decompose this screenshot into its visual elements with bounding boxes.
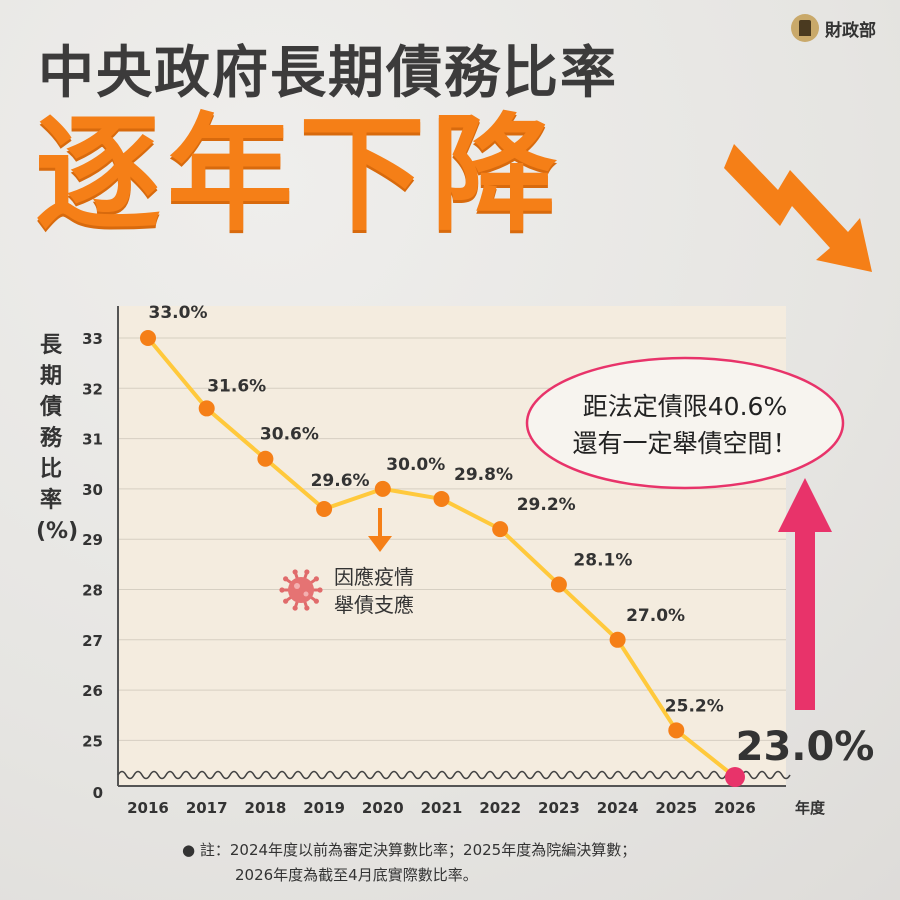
ministry-logo: 財政部: [791, 14, 876, 42]
virus-spot: [303, 591, 309, 597]
x-tick-label: 2026: [714, 799, 756, 817]
data-label: 29.2%: [517, 495, 576, 515]
data-point: [374, 480, 391, 497]
x-tick-label: 2020: [362, 799, 404, 817]
virus-spike-tip: [313, 576, 319, 582]
virus-spike-tip: [283, 576, 289, 582]
y-tick-label: 31: [82, 431, 103, 449]
virus-spike-tip: [292, 605, 298, 611]
x-tick-label: 2024: [597, 799, 639, 817]
x-tick-label: 2023: [538, 799, 580, 817]
virus-spike-tip: [313, 598, 319, 604]
data-label: 30.6%: [260, 425, 319, 445]
x-tick-label: 2025: [655, 799, 697, 817]
highlight-value: 23.0%: [736, 724, 875, 770]
virus-spike-tip: [279, 587, 285, 593]
virus-icon: [279, 569, 323, 611]
data-label: 29.8%: [454, 465, 513, 485]
data-label: 28.1%: [573, 550, 632, 570]
callout-line-2: 還有一定舉債空間！: [572, 429, 797, 458]
data-point: [725, 767, 745, 787]
data-point: [433, 490, 450, 507]
footnote-line-2: 2026年度為截至4月底實際數比率。: [235, 866, 478, 884]
virus-spike-tip: [304, 605, 310, 611]
y-tick-label: 30: [82, 481, 103, 499]
data-point: [140, 330, 156, 346]
callout-line-1: 距法定債限40.6%: [583, 392, 787, 421]
downtrend-arrow-icon: [724, 144, 872, 272]
data-label: 27.0%: [626, 606, 685, 626]
y-tick-label: 25: [82, 732, 103, 750]
x-tick-label: 2017: [186, 799, 228, 817]
data-point: [668, 722, 685, 739]
y-tick-label: 32: [82, 380, 103, 398]
data-point: [550, 576, 567, 593]
virus-spike-tip: [304, 569, 310, 575]
data-point: [257, 450, 274, 467]
footnote: ● 註：2024年度以前為審定決算數比率；2025年度為院編決算數； 2026年…: [182, 838, 636, 888]
annotation-text-line-1: 因應疫情: [334, 565, 414, 589]
headline: 逐年下降: [35, 101, 563, 248]
data-point: [198, 400, 215, 417]
y-axis-label: 長期債務比率(%): [36, 333, 79, 544]
data-label: 25.2%: [665, 696, 724, 716]
virus-body: [288, 577, 314, 603]
data-label: 31.6%: [207, 376, 266, 396]
x-tick-label: 2019: [303, 799, 345, 817]
data-label: 33.0%: [149, 303, 208, 323]
annotation-text-line-2: 舉債支應: [334, 593, 414, 617]
x-tick-label: 2016: [127, 799, 169, 817]
y-tick-label: 26: [82, 682, 103, 700]
ministry-seal-icon: [791, 14, 819, 42]
virus-spike-tip: [283, 598, 289, 604]
footnote-line-1: ● 註：2024年度以前為審定決算數比率；2025年度為院編決算數；: [182, 841, 637, 859]
data-label: 30.0%: [386, 455, 445, 475]
axis-break-wave: [117, 770, 791, 780]
data-point: [609, 631, 626, 648]
annotation-arrow-head: [368, 536, 392, 552]
x-tick-label: 2022: [479, 799, 521, 817]
x-axis-label: 年度: [795, 799, 826, 817]
y-tick-label: 28: [82, 582, 103, 600]
callout-ellipse: [525, 356, 845, 490]
y-tick-label: 29: [82, 531, 103, 549]
y-tick-label: 27: [82, 632, 103, 650]
up-arrow-shaft: [795, 528, 815, 710]
data-point: [492, 521, 509, 538]
virus-spike-tip: [317, 587, 323, 593]
x-tick-label: 2018: [245, 799, 287, 817]
x-tick-label: 2021: [421, 799, 463, 817]
up-arrow-head: [778, 478, 832, 532]
y-tick-label: 33: [82, 330, 103, 348]
page-title: 中央政府長期債務比率: [38, 41, 618, 106]
data-label: 29.6%: [311, 471, 370, 491]
virus-spot: [294, 583, 300, 589]
virus-spike-tip: [292, 569, 298, 575]
data-point: [316, 501, 333, 518]
ministry-name: 財政部: [825, 20, 876, 41]
y-tick-label: 0: [93, 784, 103, 802]
